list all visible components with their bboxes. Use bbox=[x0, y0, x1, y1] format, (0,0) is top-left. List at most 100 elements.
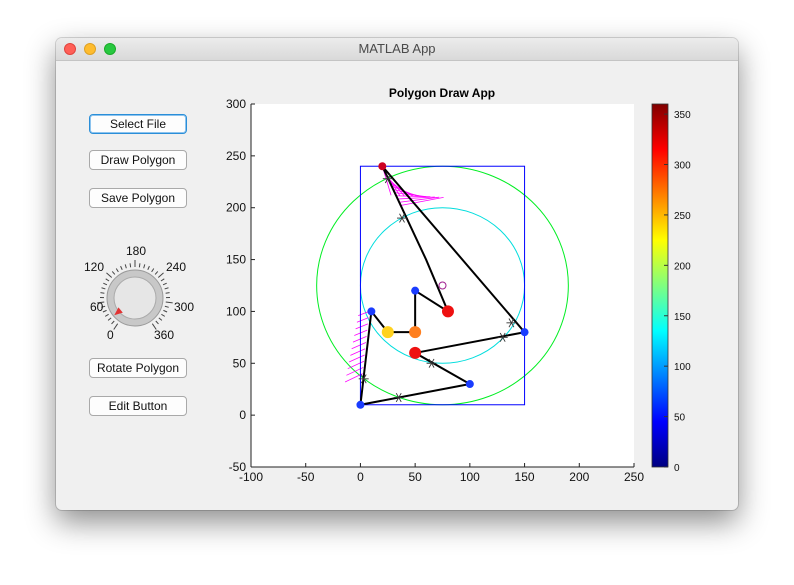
magenta-hatch bbox=[344, 373, 363, 383]
knob-tick bbox=[113, 323, 119, 330]
x-tick-label: -100 bbox=[239, 470, 263, 484]
knob-ticks bbox=[97, 260, 173, 330]
knob-tick bbox=[124, 264, 127, 269]
magenta-hatch bbox=[396, 196, 435, 200]
magenta-hatch bbox=[395, 195, 431, 198]
select-file-button[interactable]: Select File bbox=[89, 114, 187, 134]
knob-label-60: 60 bbox=[90, 300, 104, 314]
knob-tick bbox=[164, 287, 169, 290]
magenta-hatch bbox=[399, 196, 444, 207]
knob-tick bbox=[157, 272, 164, 278]
knob-pointer-icon bbox=[114, 307, 123, 316]
rotation-knob-graphic[interactable] bbox=[76, 238, 206, 348]
x-tick-label: 150 bbox=[515, 470, 535, 484]
knob-tick bbox=[160, 278, 165, 282]
colorbar-tick-label: 200 bbox=[674, 261, 691, 272]
polygon-axes-panel: Polygon Draw App -100 -50 0 50 100 150 200 250 … bbox=[216, 84, 726, 504]
knob-tick bbox=[154, 271, 159, 275]
y-tick-label: 200 bbox=[226, 201, 246, 215]
knob-label-300: 300 bbox=[174, 300, 195, 314]
knob-tick bbox=[111, 320, 115, 325]
knob-tick bbox=[163, 309, 168, 313]
vertex-marker bbox=[520, 328, 529, 337]
midpoint-star-marker bbox=[358, 374, 369, 384]
knob-tick bbox=[103, 282, 108, 286]
knob-tick bbox=[151, 268, 155, 273]
magenta-hatch bbox=[352, 335, 367, 343]
axes-background bbox=[251, 104, 634, 467]
zoom-window-button[interactable] bbox=[104, 43, 116, 55]
knob-tick bbox=[162, 282, 167, 286]
vertex-marker bbox=[409, 326, 422, 339]
x-tick-label: -50 bbox=[297, 470, 315, 484]
y-tick-label: 100 bbox=[226, 304, 246, 318]
magenta-hatch bbox=[347, 360, 365, 370]
x-tick-label: 100 bbox=[460, 470, 480, 484]
knob-label-180: 180 bbox=[126, 244, 147, 258]
rotate-polygon-button[interactable]: Rotate Polygon bbox=[89, 358, 187, 378]
magenta-hatch bbox=[351, 342, 367, 350]
midpoint-star-marker bbox=[393, 392, 404, 403]
y-tick-label: 0 bbox=[239, 408, 246, 422]
save-polygon-button[interactable]: Save Polygon bbox=[89, 188, 187, 208]
y-tick-label: 300 bbox=[226, 97, 246, 111]
y-tick-label: 50 bbox=[233, 356, 247, 370]
knob-tick bbox=[158, 317, 163, 321]
colorbar-tick-label: 250 bbox=[674, 211, 691, 222]
knob-tick bbox=[120, 265, 123, 270]
knob-tick bbox=[106, 272, 113, 278]
edit-button[interactable]: Edit Button bbox=[89, 396, 187, 416]
vertex-marker bbox=[465, 380, 474, 389]
knob-label-360: 360 bbox=[154, 328, 175, 342]
knob-tick bbox=[100, 292, 105, 294]
vertex-marker bbox=[378, 162, 387, 171]
x-tick-label: 250 bbox=[624, 470, 644, 484]
knob-tick bbox=[151, 323, 157, 330]
draw-polygon-button[interactable]: Draw Polygon bbox=[89, 150, 187, 170]
minimize-window-button[interactable] bbox=[84, 43, 96, 55]
midpoint-star-marker bbox=[506, 318, 517, 328]
centroid-marker bbox=[438, 281, 447, 290]
rotation-knob[interactable]: 60 120 180 240 300 0 360 bbox=[76, 238, 206, 348]
midpoint-star-marker bbox=[382, 174, 393, 184]
knob-tick bbox=[155, 320, 159, 325]
colorbar-tick-label: 150 bbox=[674, 312, 691, 323]
knob-tick bbox=[101, 305, 106, 308]
midpoint-star-marker bbox=[426, 358, 437, 368]
knob-tick bbox=[164, 305, 169, 308]
knob-tick bbox=[129, 263, 132, 268]
magenta-hatch bbox=[355, 323, 369, 330]
title-bar: MATLAB App bbox=[56, 38, 738, 61]
knob-tick bbox=[147, 265, 150, 270]
knob-tick bbox=[161, 313, 166, 317]
colorbar-tick-label: 0 bbox=[674, 463, 680, 474]
knob-tick bbox=[138, 263, 141, 268]
x-tick-label: 0 bbox=[357, 470, 364, 484]
colorbar-tick-label: 350 bbox=[674, 110, 691, 121]
y-tick-label: 150 bbox=[226, 253, 246, 267]
vertex-marker bbox=[356, 400, 365, 409]
vertex-marker bbox=[409, 346, 422, 359]
vertex-marker bbox=[381, 326, 394, 339]
knob-tick bbox=[107, 317, 112, 321]
colorbar-tick-label: 50 bbox=[674, 413, 686, 424]
y-tick-label: -50 bbox=[229, 460, 247, 474]
vertex-marker bbox=[367, 307, 376, 316]
magenta-hatch bbox=[350, 348, 366, 356]
magenta-hatch bbox=[393, 192, 427, 198]
close-window-button[interactable] bbox=[64, 43, 76, 55]
midpoint-star-marker bbox=[497, 332, 508, 342]
knob-label-240: 240 bbox=[166, 260, 187, 274]
colorbar bbox=[651, 103, 669, 468]
app-window: MATLAB App Select File Draw Polygon Save… bbox=[56, 38, 738, 510]
knob-label-0: 0 bbox=[107, 328, 114, 342]
polygon-axes[interactable]: Polygon Draw App -100 -50 0 50 100 150 200 250 … bbox=[216, 84, 726, 504]
knob-tick bbox=[102, 309, 107, 313]
knob-tick bbox=[104, 313, 109, 317]
knob-tick bbox=[105, 278, 110, 282]
knob-tick bbox=[143, 264, 146, 269]
magenta-hatch bbox=[398, 196, 440, 203]
vertex-marker bbox=[411, 286, 420, 295]
knob-tick bbox=[111, 271, 116, 275]
knob-tick bbox=[165, 292, 170, 294]
